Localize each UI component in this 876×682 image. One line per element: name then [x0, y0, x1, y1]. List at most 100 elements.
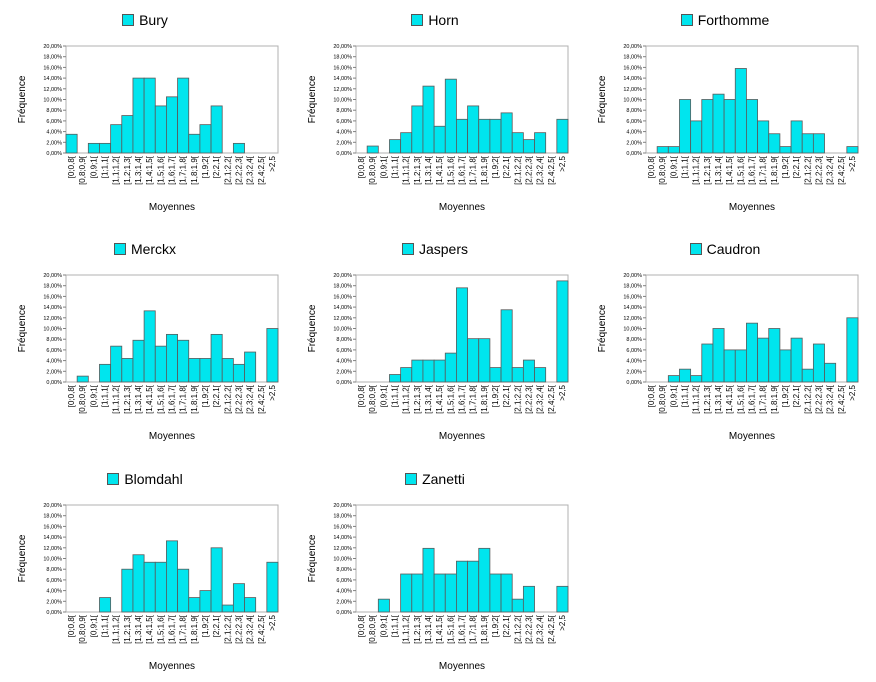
x-tick-label: [1,2;1,3[: [413, 614, 422, 644]
x-tick-label: [1,3;1,4[: [424, 614, 433, 644]
y-axis-label: Fréquence: [17, 75, 28, 123]
x-tick-label: [2,3;2,4[: [246, 155, 255, 185]
y-tick-label: 16,00%: [43, 524, 62, 530]
y-tick-label: 18,00%: [43, 55, 62, 61]
x-tick-label: [1,3;1,4[: [134, 384, 143, 414]
x-tick-label: [1,4;1,5[: [145, 614, 154, 644]
x-tick-label: [1,6;1,7[: [748, 155, 757, 185]
x-tick-label: [1,9;2[: [491, 384, 500, 407]
x-tick-label: [1,8;1,9[: [770, 384, 779, 414]
histogram-bar: [121, 115, 134, 154]
x-tick-label: [2,2;2,3[: [524, 614, 533, 644]
y-tick-label: 18,00%: [333, 55, 352, 61]
histogram-bar: [522, 585, 535, 613]
x-tick-label: [1,4;1,5[: [725, 155, 734, 185]
x-tick-label: [2,2;2,3[: [524, 155, 533, 185]
x-tick-label: >2,5: [848, 384, 857, 400]
x-tick-label: [1,2;1,3[: [123, 384, 132, 414]
x-tick-label: [1;1,1[: [101, 155, 110, 178]
x-tick-label: [2,1;2,2[: [513, 614, 522, 644]
histogram-bar: [444, 78, 457, 154]
histogram-bar: [132, 339, 145, 383]
y-tick-label: 20,00%: [43, 44, 62, 50]
y-tick-label: 12,00%: [623, 316, 642, 322]
y-tick-label: 6,00%: [626, 119, 642, 125]
legend-label: Merckx: [130, 241, 177, 257]
histogram-panel: Bury 0,00% 2,00% 4,00% 6,00% 8,00% 10,00% 12,00…: [0, 8, 290, 223]
y-tick-label: 2,00%: [626, 369, 642, 375]
x-tick-label: [2,4;2,5[: [837, 155, 846, 185]
x-tick-label: [1,1;1,2[: [692, 155, 701, 185]
histogram-panel: Zanetti 0,00% 2,00% 4,00% 6,00% 8,00% 10,00% 12…: [290, 467, 580, 682]
histogram-bar: [768, 328, 781, 383]
y-tick-label: 12,00%: [333, 546, 352, 552]
chart-title: Horn: [290, 12, 580, 28]
histogram-bar: [746, 322, 758, 383]
chart-title: Caudron: [580, 241, 870, 257]
y-tick-label: 16,00%: [623, 294, 642, 300]
x-tick-label: >2,5: [558, 155, 567, 171]
x-tick-label: [2;2,1[: [792, 155, 801, 178]
histogram-bar: [389, 374, 402, 383]
legend-label: Caudron: [706, 241, 761, 257]
y-tick-label: 0,00%: [336, 380, 352, 386]
x-tick-label: [1,1;1,2[: [112, 384, 121, 414]
y-tick-label: 20,00%: [333, 273, 352, 279]
x-tick-label: [1,9;2[: [491, 155, 500, 178]
x-tick-label: [0;0,8[: [357, 155, 366, 178]
histogram-bar: [456, 287, 468, 383]
x-tick-label: [1,2;1,3[: [703, 384, 712, 414]
y-tick-label: 2,00%: [626, 140, 642, 146]
x-axis-label: Moyennes: [439, 431, 485, 442]
x-tick-label: [0,8;0,9[: [368, 155, 377, 185]
histogram-bar: [411, 573, 424, 613]
histogram-bar: [534, 132, 547, 154]
legend-swatch: [113, 243, 126, 255]
legend-swatch: [401, 243, 414, 255]
y-tick-label: 4,00%: [46, 130, 62, 136]
histogram-bar: [232, 583, 245, 613]
y-tick-label: 2,00%: [46, 140, 62, 146]
histogram-bar: [221, 358, 234, 383]
histogram-bar: [232, 363, 245, 383]
chart-svg: 0,00% 2,00% 4,00% 6,00% 8,00% 10,00% 12,00% 14,…: [307, 44, 569, 213]
x-tick-label: [1,7;1,8[: [179, 614, 188, 644]
x-tick-label: [2,4;2,5[: [257, 614, 266, 644]
histogram-bar: [667, 375, 680, 383]
x-tick-label: [1,5;1,6[: [156, 384, 165, 414]
y-tick-label: 8,00%: [336, 567, 352, 573]
y-tick-label: 14,00%: [43, 535, 62, 541]
x-tick-label: [1,5;1,6[: [156, 155, 165, 185]
y-tick-label: 18,00%: [43, 284, 62, 290]
y-axis-label: Fréquence: [307, 534, 318, 582]
y-tick-label: 8,00%: [46, 337, 62, 343]
histogram-bar: [244, 351, 257, 383]
histogram-bar: [511, 132, 524, 154]
x-axis-label: Moyennes: [149, 431, 195, 442]
x-tick-label: [2,3;2,4[: [536, 155, 545, 185]
x-tick-label: [2,1;2,2[: [223, 614, 232, 644]
y-tick-label: 8,00%: [46, 567, 62, 573]
histogram-bar: [478, 118, 491, 154]
histogram-bar: [456, 118, 468, 154]
histogram-bar: [132, 554, 145, 613]
y-tick-label: 4,00%: [46, 589, 62, 595]
y-tick-label: 6,00%: [46, 119, 62, 125]
y-tick-label: 16,00%: [333, 294, 352, 300]
y-tick-label: 10,00%: [43, 98, 62, 104]
chart-title: Zanetti: [290, 471, 580, 487]
x-axis-label: Moyennes: [729, 431, 775, 442]
histogram-bar: [154, 561, 167, 613]
y-tick-label: 20,00%: [623, 44, 642, 50]
chart-title: Bury: [0, 12, 290, 28]
histogram-bar: [801, 133, 814, 154]
x-tick-label: [2,2;2,3[: [234, 614, 243, 644]
x-tick-label: [1,7;1,8[: [469, 155, 478, 185]
x-tick-label: [2,4;2,5[: [257, 384, 266, 414]
x-tick-label: [1,6;1,7[: [458, 155, 467, 185]
histogram-bar: [734, 68, 747, 154]
x-tick-label: [1,4;1,5[: [725, 384, 734, 414]
y-tick-label: 2,00%: [336, 369, 352, 375]
histogram-bar: [768, 133, 781, 154]
x-tick-label: [1,5;1,6[: [736, 155, 745, 185]
